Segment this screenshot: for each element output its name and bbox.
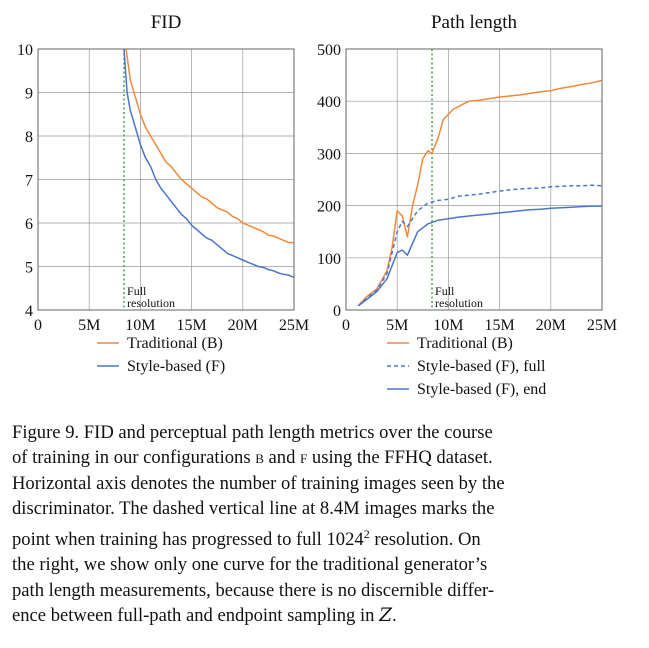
legend-label: Traditional (B) (127, 335, 223, 352)
series-group (357, 79, 602, 307)
full-resolution-label: Full (435, 284, 455, 298)
y-tick-label: 6 (25, 216, 33, 233)
series-line-0 (125, 49, 294, 244)
y-tick-label: 100 (317, 251, 341, 268)
series-line-1 (357, 184, 602, 307)
y-tick-label: 4 (25, 303, 33, 320)
legend-label: Style-based (F), end (417, 381, 546, 398)
caption-line: Horizontal axis denotes the number of tr… (12, 472, 505, 494)
y-tick-labels: 4 5 6 7 8 9 10 (17, 42, 33, 320)
x-tick-label: 0 (34, 317, 42, 334)
y-tick-label: 10 (17, 42, 33, 59)
y-tick-label: 8 (25, 129, 33, 146)
x-tick-label: 10M (125, 317, 155, 334)
full-resolution-label: resolution (127, 296, 175, 310)
x-tick-label: 15M (484, 317, 514, 334)
chart-title: FID (151, 12, 182, 33)
chart-title: Path length (431, 12, 518, 33)
y-tick-label: 400 (317, 94, 341, 111)
y-tick-label: 300 (317, 146, 341, 163)
plot-frame (345, 48, 603, 311)
x-tick-label: 20M (228, 317, 258, 334)
y-tick-labels: 0 100 200 300 400 500 (317, 42, 341, 320)
caption-line: of training in our configurations b and … (12, 447, 493, 469)
caption-line: the right, we show only one curve for th… (12, 554, 488, 576)
figure-caption: Figure 9. FID and perceptual path length… (12, 420, 638, 628)
y-tick-label: 7 (25, 173, 33, 190)
caption-line: Figure 9. FID and perceptual path length… (12, 422, 493, 443)
x-tick-label: 10M (433, 317, 463, 334)
legend-label: Traditional (B) (417, 335, 513, 352)
x-tick-label: 5M (386, 317, 408, 334)
x-tick-labels: 0 5M 10M 15M 20M 25M (34, 317, 309, 334)
y-tick-label: 200 (317, 199, 341, 216)
x-tick-labels: 0 5M 10M 15M 20M 25M (342, 317, 617, 334)
legend-label: Style-based (F) (127, 358, 225, 375)
caption-line: ence between full-path and endpoint samp… (12, 605, 397, 627)
plot-frame (37, 48, 295, 311)
x-tick-label: 0 (342, 317, 350, 334)
grid (37, 48, 295, 311)
x-tick-label: 5M (78, 317, 100, 334)
x-tick-label: 25M (587, 317, 617, 334)
legend: Traditional (B) Style-based (F) (97, 335, 225, 375)
y-tick-label: 500 (317, 42, 341, 59)
series-line-1 (123, 49, 294, 279)
legend: Traditional (B) Style-based (F), full Styl… (387, 335, 546, 398)
series-line-2 (357, 205, 602, 307)
x-tick-label: 15M (176, 317, 206, 334)
caption-line: path length measurements, because there … (12, 579, 495, 601)
full-resolution-label: resolution (435, 296, 483, 310)
x-tick-label: 25M (279, 317, 309, 334)
full-resolution-label: Full (127, 284, 147, 298)
y-tick-label: 0 (333, 303, 341, 320)
y-tick-label: 5 (25, 260, 33, 277)
y-tick-label: 9 (25, 86, 33, 103)
caption-line: point when training has progressed to fu… (12, 526, 481, 550)
legend-label: Style-based (F), full (417, 358, 546, 375)
series-line-0 (357, 79, 602, 307)
x-tick-label: 20M (536, 317, 566, 334)
series-group (123, 49, 294, 279)
caption-line: discriminator. The dashed vertical line … (12, 498, 495, 520)
